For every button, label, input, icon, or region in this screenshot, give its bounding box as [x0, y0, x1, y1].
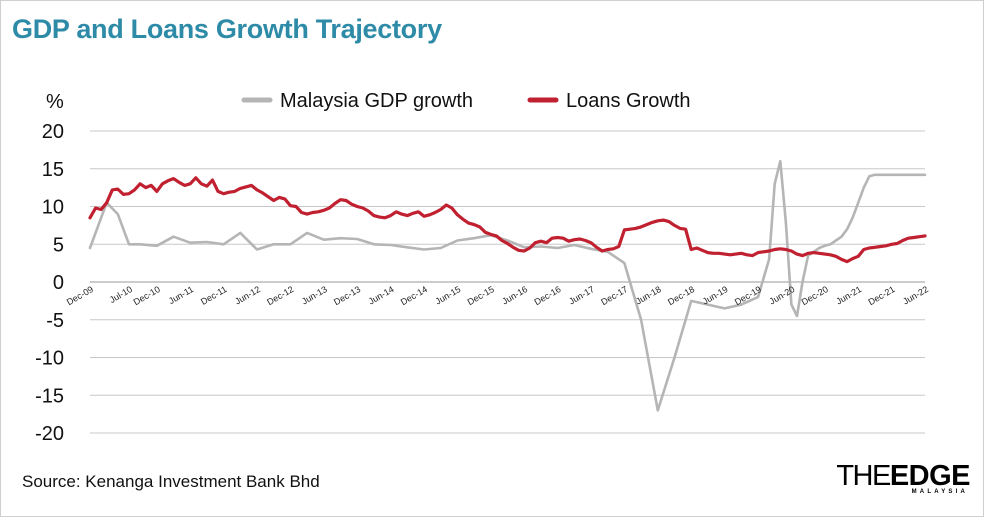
y-tick-label: 5 — [53, 234, 64, 256]
y-tick-label: -10 — [35, 348, 64, 370]
y-tick-label: 10 — [42, 197, 64, 219]
source-note: Source: Kenanga Investment Bank Bhd — [22, 472, 320, 491]
x-tick-label: Dec-13 — [332, 284, 362, 307]
x-tick-label: Jun-17 — [567, 284, 596, 306]
logo-sub: MALAYSIA — [911, 489, 968, 495]
x-tick-label: Dec-11 — [199, 284, 229, 307]
x-tick-label: Dec-16 — [532, 284, 562, 307]
y-tick-label: -5 — [46, 310, 64, 332]
y-tick-label: 0 — [53, 272, 64, 294]
gridlines — [90, 130, 925, 434]
logo-the: THE — [836, 460, 891, 492]
y-axis-ticks: 20 15 10 5 0 -5 -10 -15 -20 — [35, 121, 64, 445]
x-tick-label: Jun-13 — [300, 284, 329, 306]
x-tick-label: Jun-12 — [233, 284, 262, 306]
x-tick-label: Jun-11 — [167, 284, 195, 306]
x-tick-label: Dec-15 — [466, 284, 496, 307]
loans-growth-line — [88, 176, 927, 264]
x-tick-label: Dec-10 — [132, 284, 162, 307]
y-tick-label: -20 — [35, 423, 64, 445]
y-tick-label: 15 — [42, 159, 64, 181]
x-tick-label: Jun-18 — [634, 284, 663, 306]
the-edge-logo: THEEDGE MALAYSIA — [830, 460, 970, 500]
x-tick-label: Jun-21 — [834, 284, 863, 306]
x-tick-label: Jun-22 — [901, 284, 930, 306]
y-tick-label: -15 — [35, 385, 64, 407]
x-tick-label: Dec-21 — [866, 284, 896, 307]
legend-gdp-label: Malaysia GDP growth — [280, 90, 473, 112]
series-lines — [88, 159, 927, 412]
legend: Malaysia GDP growth Loans Growth — [241, 90, 691, 112]
x-tick-label: Jun-15 — [434, 284, 463, 306]
x-tick-label: Dec-20 — [800, 284, 830, 307]
legend-loans-label: Loans Growth — [566, 90, 691, 112]
page-title: GDP and Loans Growth Trajectory — [12, 14, 442, 44]
x-tick-label: Dec-09 — [65, 284, 95, 307]
x-tick-label: Jul-10 — [108, 284, 134, 305]
x-tick-label: Jun-14 — [367, 284, 396, 306]
x-tick-label: Dec-12 — [265, 284, 295, 307]
x-tick-label: Dec-14 — [399, 284, 429, 307]
gdp-growth-line — [88, 159, 927, 412]
y-tick-label: 20 — [42, 121, 64, 143]
x-tick-label: Jun-19 — [701, 284, 730, 306]
x-tick-label: Jun-16 — [500, 284, 529, 306]
y-axis-label: % — [46, 91, 64, 113]
x-tick-label: Dec-17 — [599, 284, 629, 307]
logo-edge: EDGE — [889, 460, 971, 492]
